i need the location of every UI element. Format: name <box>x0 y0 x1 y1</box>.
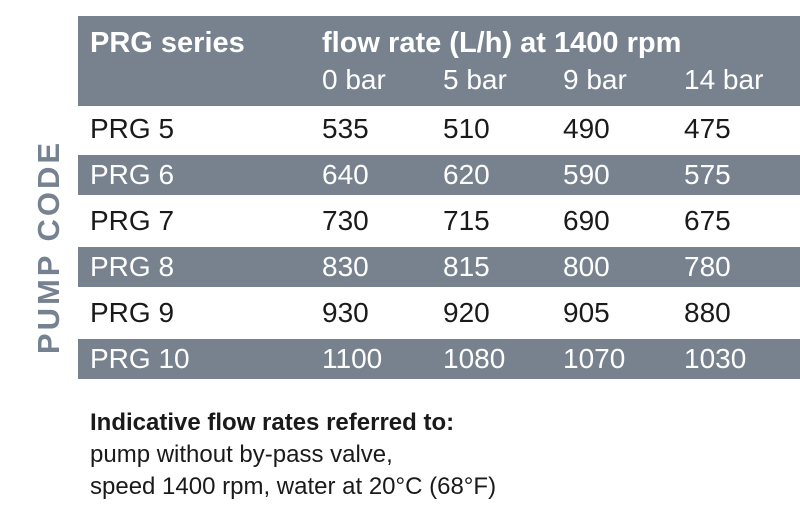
value-cell: 830 <box>322 251 369 282</box>
table-row: PRG 9 930 920 905 880 <box>78 290 800 336</box>
value-cell: 730 <box>322 205 369 236</box>
footnote-title: Indicative flow rates referred to: <box>90 409 455 436</box>
table-header: PRG series flow rate (L/h) at 1400 rpm 0… <box>78 16 800 106</box>
table-row: PRG 5 535 510 490 475 <box>78 106 800 152</box>
value-cell: 800 <box>563 251 610 282</box>
value-cell: 815 <box>443 251 490 282</box>
value-cell: 510 <box>443 113 490 144</box>
table-row: PRG 7 730 715 690 675 <box>78 198 800 244</box>
table-title: flow rate (L/h) at 1400 rpm <box>322 27 682 59</box>
table-row: PRG 10 1100 1080 1070 1030 <box>78 336 800 382</box>
value-cell: 905 <box>563 297 610 328</box>
value-cell: 880 <box>684 297 731 328</box>
value-cell: 1100 <box>322 343 383 374</box>
footnote: Indicative flow rates referred to: pump … <box>90 407 496 503</box>
value-cell: 1070 <box>563 343 626 374</box>
table-header-title-row: PRG series flow rate (L/h) at 1400 rpm <box>78 24 800 62</box>
row-header-label: PRG series <box>90 27 245 59</box>
value-cell: 620 <box>443 159 490 190</box>
value-cell: 690 <box>563 205 610 236</box>
value-cell: 920 <box>443 297 490 328</box>
value-cell: 640 <box>322 159 369 190</box>
flow-rate-table: PRG series flow rate (L/h) at 1400 rpm 0… <box>78 16 800 382</box>
value-cell: 590 <box>563 159 610 190</box>
table-row: PRG 8 830 815 800 780 <box>78 244 800 290</box>
value-cell: 575 <box>684 159 731 190</box>
pump-code-vertical-label: PUMP CODE <box>31 139 66 355</box>
row-label: PRG 10 <box>90 343 190 374</box>
value-cell: 930 <box>322 297 369 328</box>
row-label: PRG 6 <box>90 159 175 190</box>
empty-header-cell <box>78 62 322 97</box>
row-label: PRG 5 <box>90 113 175 144</box>
row-label: PRG 9 <box>90 297 175 328</box>
value-cell: 780 <box>684 251 731 282</box>
row-label: PRG 8 <box>90 251 175 282</box>
value-cell: 715 <box>443 205 490 236</box>
row-label: PRG 7 <box>90 205 175 236</box>
value-cell: 1030 <box>684 343 747 374</box>
value-cell: 1080 <box>443 343 506 374</box>
value-cell: 535 <box>322 113 369 144</box>
footnote-line: pump without by-pass valve, <box>90 441 393 468</box>
table-row: PRG 6 640 620 590 575 <box>78 152 800 198</box>
column-header-5bar: 5 bar <box>443 64 507 95</box>
value-cell: 675 <box>684 205 731 236</box>
column-header-9bar: 9 bar <box>563 64 627 95</box>
footnote-line: speed 1400 rpm, water at 20°C (68°F) <box>90 473 497 500</box>
value-cell: 475 <box>684 113 731 144</box>
table-header-pressure-row: 0 bar 5 bar 9 bar 14 bar <box>78 62 800 97</box>
column-header-14bar: 14 bar <box>684 64 764 95</box>
column-header-0bar: 0 bar <box>322 64 386 95</box>
value-cell: 490 <box>563 113 610 144</box>
